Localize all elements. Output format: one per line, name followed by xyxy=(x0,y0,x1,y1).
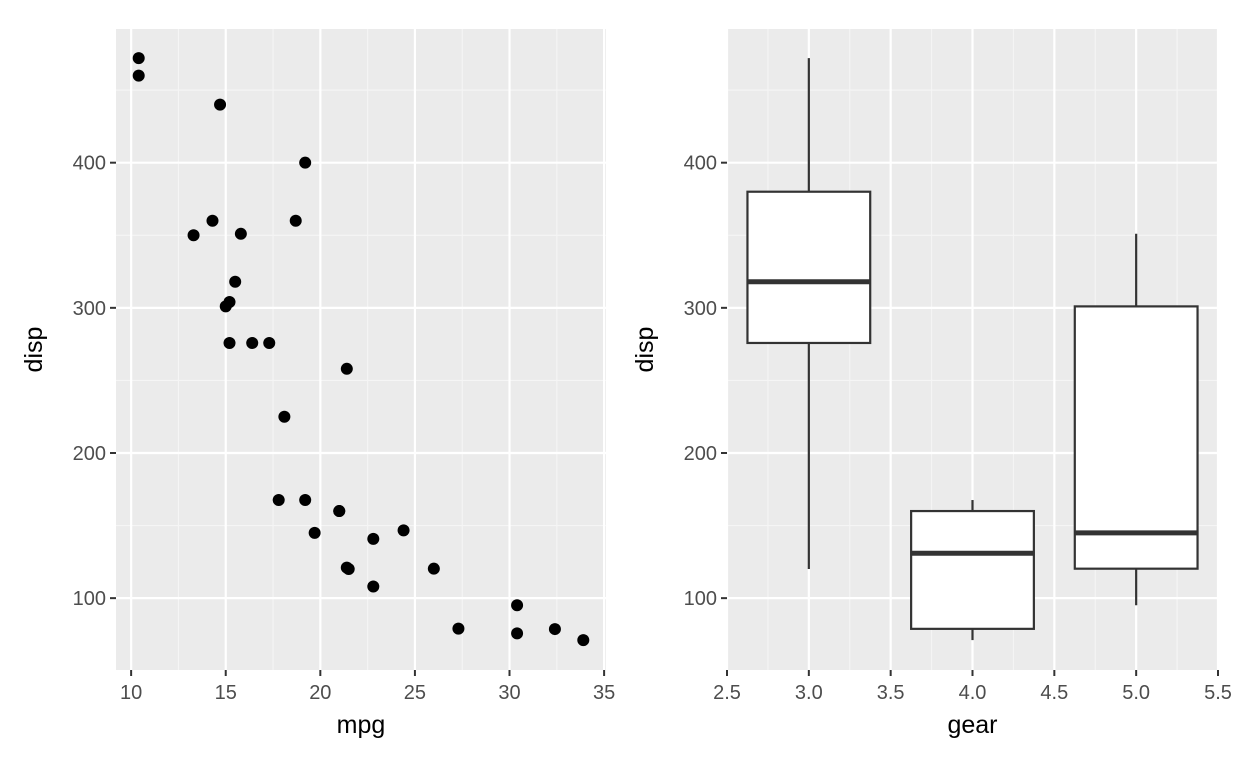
boxplot-x-tick-label: 2.5 xyxy=(713,682,741,704)
data-point xyxy=(234,227,247,240)
scatter-y-tick-label: 400 xyxy=(73,153,106,175)
boxplot-x-tick-label: 5.5 xyxy=(1204,682,1232,704)
data-point xyxy=(367,580,380,593)
data-point xyxy=(289,214,302,227)
data-point xyxy=(333,505,346,518)
data-point xyxy=(548,623,561,636)
scatter-x-tick-label: 35 xyxy=(593,682,615,704)
scatter-gridlines xyxy=(116,29,606,670)
data-point xyxy=(278,410,291,423)
boxplot-x-tick-label: 5.0 xyxy=(1122,682,1150,704)
scatter-y-tick-label: 100 xyxy=(73,588,106,610)
boxplot-y-tick-label: 200 xyxy=(684,443,717,465)
scatter-plot-background xyxy=(116,29,606,670)
boxplot-x-tick-label: 3.5 xyxy=(877,682,905,704)
data-point xyxy=(397,524,410,537)
data-point xyxy=(223,336,236,349)
boxplot-boxes xyxy=(746,58,1199,641)
box-gear-3 xyxy=(746,58,872,569)
box-gear-5 xyxy=(1073,233,1199,606)
box-body xyxy=(910,509,1035,630)
scatter-x-axis-title: mpg xyxy=(337,711,386,739)
scatter-y-tick-label: 300 xyxy=(73,298,106,320)
data-point xyxy=(340,561,353,574)
boxplot-axes: 2.5 3.0 3.5 4.0 4.5 5.0 5.5 100 200 300 400 xyxy=(684,153,1232,704)
data-point xyxy=(511,627,524,640)
boxplot-y-tick-label: 400 xyxy=(684,153,717,175)
scatter-y-tick-label: 200 xyxy=(73,443,106,465)
boxplot-y-axis-title: disp xyxy=(631,327,659,373)
boxplot-y-tick-label: 100 xyxy=(684,588,717,610)
scatter-x-tick-label: 10 xyxy=(120,682,142,704)
data-point xyxy=(187,229,200,242)
data-point xyxy=(132,52,145,65)
box-body xyxy=(746,190,872,345)
boxplot-x-axis-title: gear xyxy=(947,711,997,739)
data-point xyxy=(299,156,312,169)
data-point xyxy=(214,98,227,111)
data-point xyxy=(219,300,232,313)
data-point xyxy=(132,69,145,82)
boxplot-x-tick-label: 3.0 xyxy=(795,682,823,704)
data-point xyxy=(367,532,380,545)
data-point xyxy=(452,622,465,635)
data-point xyxy=(206,214,219,227)
box-gear-4 xyxy=(910,500,1035,641)
data-point xyxy=(299,494,312,507)
data-point xyxy=(577,634,590,647)
scatter-panel: 10 15 20 25 30 35 100 200 300 400 mpg disp xyxy=(20,29,615,739)
data-point xyxy=(340,362,353,375)
boxplot-panel: 2.5 3.0 3.5 4.0 4.5 5.0 5.5 100 200 300 400 gear d… xyxy=(631,29,1232,739)
scatter-y-axis-title: disp xyxy=(20,327,48,373)
data-point xyxy=(511,599,524,612)
data-point xyxy=(308,526,321,539)
scatter-points xyxy=(132,52,590,647)
scatter-x-tick-label: 20 xyxy=(309,682,331,704)
data-point xyxy=(246,336,259,349)
data-point xyxy=(229,275,242,288)
boxplot-x-tick-label: 4.5 xyxy=(1040,682,1068,704)
data-point xyxy=(272,494,285,507)
data-point xyxy=(427,562,440,575)
scatter-x-tick-label: 30 xyxy=(498,682,520,704)
scatter-axes: 10 15 20 25 30 35 100 200 300 400 xyxy=(73,153,616,704)
boxplot-y-tick-label: 300 xyxy=(684,298,717,320)
data-point xyxy=(263,336,276,349)
boxplot-x-tick-label: 4.0 xyxy=(959,682,987,704)
box-body xyxy=(1073,305,1199,570)
scatter-x-tick-label: 25 xyxy=(404,682,426,704)
scatter-x-tick-label: 15 xyxy=(215,682,237,704)
